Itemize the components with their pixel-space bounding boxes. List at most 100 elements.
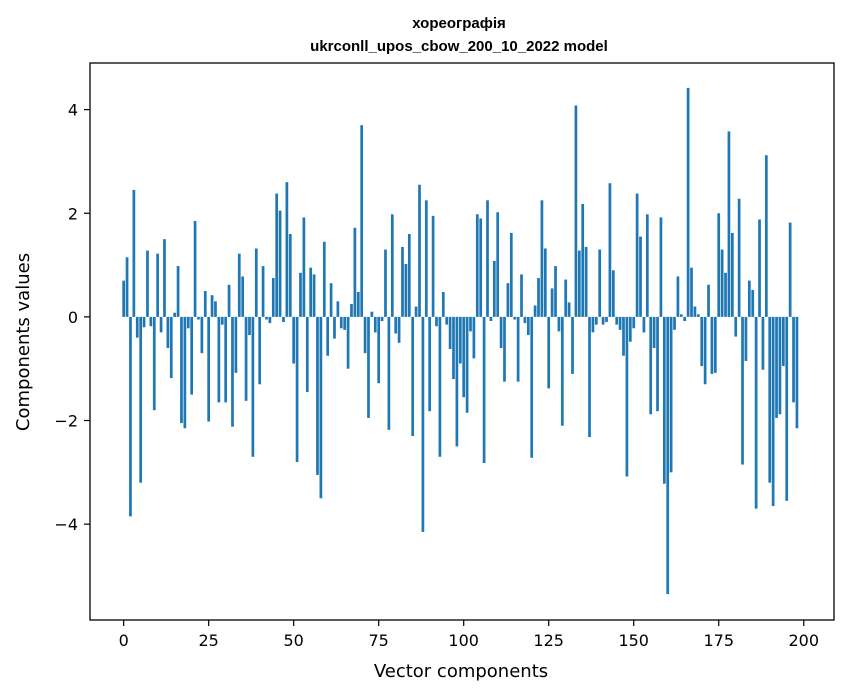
x-tick-label: 100 xyxy=(448,631,479,650)
bar-136 xyxy=(584,246,588,317)
bar-130 xyxy=(564,279,568,317)
bar-195 xyxy=(785,316,789,501)
bar-113 xyxy=(506,283,510,317)
bar-191 xyxy=(771,316,775,507)
y-tick-label: −2 xyxy=(54,412,78,431)
bar-182 xyxy=(741,316,744,465)
y-tick-label: 0 xyxy=(68,308,78,327)
bar-124 xyxy=(543,248,547,317)
bar-154 xyxy=(645,214,649,317)
bar-85 xyxy=(411,316,415,437)
chart-subtitle: ukrconll_upos_cbow_200_10_2022 model xyxy=(310,38,608,55)
bar-105 xyxy=(479,218,483,317)
y-tick-label: 2 xyxy=(68,204,78,223)
bar-50 xyxy=(292,316,296,364)
bar-156 xyxy=(652,316,656,348)
bar-111 xyxy=(499,316,503,348)
bar-63 xyxy=(336,301,340,317)
bar-59 xyxy=(322,241,326,317)
bar-179 xyxy=(730,232,734,317)
bar-145 xyxy=(615,316,619,325)
bar-160 xyxy=(666,316,670,595)
bar-128 xyxy=(557,316,561,332)
bar-181 xyxy=(737,198,741,317)
bar-100 xyxy=(462,316,466,398)
bar-75 xyxy=(377,316,381,384)
bar-48 xyxy=(285,182,289,317)
bar-122 xyxy=(537,278,540,317)
bar-144 xyxy=(611,270,615,317)
y-axis: −4 −2 0 2 4 xyxy=(54,101,90,534)
chart-title: хореографія xyxy=(412,15,506,32)
bar-71 xyxy=(363,316,367,354)
bar-3 xyxy=(132,189,136,317)
bar-119 xyxy=(526,316,530,336)
bar-115 xyxy=(513,316,517,320)
bar-5 xyxy=(139,316,143,483)
bar-177 xyxy=(724,272,727,317)
bar-12 xyxy=(163,239,166,317)
bar-45 xyxy=(275,193,279,317)
bar-149 xyxy=(628,316,632,342)
bar-104 xyxy=(475,214,479,317)
x-tick-label: 200 xyxy=(788,631,819,650)
bar-77 xyxy=(384,249,387,317)
bar-167 xyxy=(690,267,693,317)
bar-157 xyxy=(656,316,659,412)
bar-137 xyxy=(588,316,591,438)
bar-193 xyxy=(778,316,782,415)
bar-141 xyxy=(601,316,605,325)
bar-102 xyxy=(469,316,472,332)
bar-143 xyxy=(608,183,612,317)
bar-28 xyxy=(217,316,221,403)
bar-114 xyxy=(509,232,513,317)
bar-76 xyxy=(380,316,384,322)
bar-25 xyxy=(207,316,211,422)
bar-187 xyxy=(758,219,761,317)
bar-172 xyxy=(707,284,710,317)
bar-148 xyxy=(625,316,629,477)
bar-37 xyxy=(248,316,251,336)
bar-169 xyxy=(696,314,700,317)
bar-20 xyxy=(190,316,194,395)
bar-55 xyxy=(309,267,313,317)
bar-19 xyxy=(186,316,190,329)
bar-90 xyxy=(428,316,432,412)
bar-101 xyxy=(465,316,469,413)
bar-123 xyxy=(540,200,544,317)
bar-78 xyxy=(387,316,391,430)
bar-98 xyxy=(455,316,459,447)
bar-4 xyxy=(135,316,139,338)
bar-99 xyxy=(458,316,462,364)
bar-11 xyxy=(159,316,163,333)
bar-17 xyxy=(180,316,183,424)
x-tick-label: 125 xyxy=(533,631,564,650)
bar-46 xyxy=(278,210,282,317)
bar-142 xyxy=(605,316,608,323)
bar-153 xyxy=(642,316,646,333)
bar-198 xyxy=(795,316,799,429)
bar-61 xyxy=(329,283,333,317)
bar-126 xyxy=(550,288,554,317)
bar-94 xyxy=(441,292,445,317)
bar-49 xyxy=(288,233,292,317)
bar-152 xyxy=(639,236,642,317)
bar-86 xyxy=(414,306,418,317)
bar-42 xyxy=(265,316,268,320)
bar-57 xyxy=(316,316,319,475)
bar-0 xyxy=(122,280,126,317)
bar-51 xyxy=(295,316,299,462)
bar-39 xyxy=(254,248,258,317)
bar-96 xyxy=(448,316,452,350)
y-tick-label: −4 xyxy=(54,515,78,534)
bar-56 xyxy=(312,274,316,317)
bar-117 xyxy=(520,274,523,317)
bar-16 xyxy=(176,266,180,317)
bar-80 xyxy=(394,316,398,334)
bar-194 xyxy=(781,316,785,367)
bar-188 xyxy=(761,316,765,370)
bar-91 xyxy=(431,215,435,317)
bar-2 xyxy=(129,316,132,517)
bar-132 xyxy=(571,316,574,374)
bar-15 xyxy=(173,312,177,317)
